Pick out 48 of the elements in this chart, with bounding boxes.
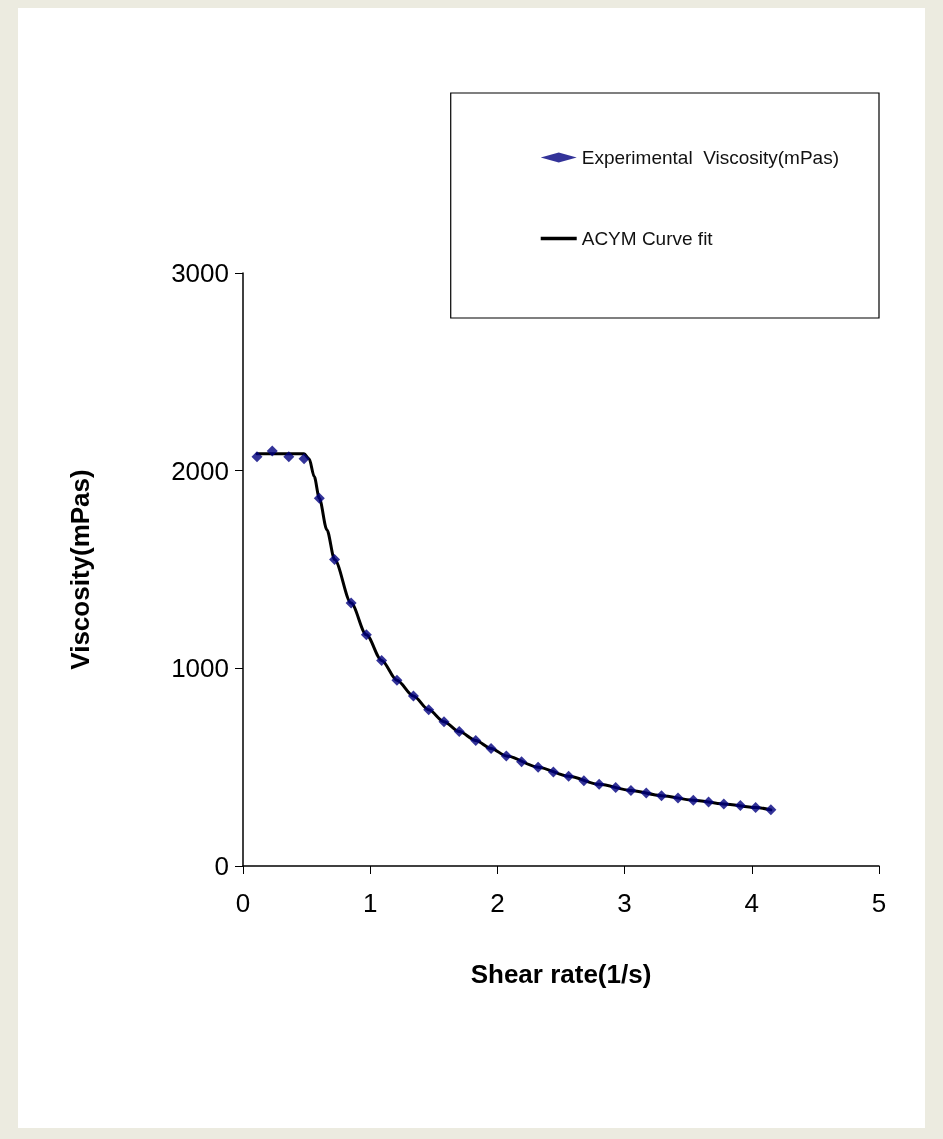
point (718, 798, 730, 810)
point (407, 690, 419, 702)
point (283, 451, 295, 463)
y-tick-label: 2000 (171, 455, 229, 486)
x-axis-title: Shear rate(1/s) (470, 959, 652, 989)
point (345, 597, 357, 609)
x-tick-label: 5 (871, 888, 887, 918)
y-axis-title: Viscosity(mPas) (65, 469, 95, 670)
point (610, 782, 622, 794)
point (313, 492, 325, 504)
point (703, 796, 715, 808)
x-tick-label: 3 (617, 888, 632, 918)
point (298, 453, 310, 465)
legend-label: ACYM Curve fit (581, 228, 714, 249)
point (360, 629, 372, 641)
point (453, 726, 465, 738)
x-tick-label: 0 (235, 888, 251, 918)
point (593, 778, 605, 790)
point (266, 445, 278, 457)
legend-label: Experimental Viscosity(mPas) (581, 147, 839, 168)
point (734, 800, 746, 812)
y-tick-label: 3000 (171, 258, 229, 288)
point (329, 554, 341, 566)
y-tick-label: 1000 (171, 653, 229, 684)
point (485, 742, 497, 754)
point (750, 801, 762, 813)
x-tick-label: 1 (362, 888, 378, 918)
point (516, 756, 528, 768)
point (391, 674, 403, 686)
point (625, 784, 637, 796)
point (423, 704, 435, 716)
point (500, 750, 512, 762)
point (655, 790, 667, 802)
point (376, 654, 388, 666)
point (470, 734, 482, 746)
point (547, 766, 559, 778)
point (687, 794, 699, 806)
point (438, 716, 450, 728)
x-tick-label: 2 (490, 888, 505, 918)
point (251, 451, 263, 463)
x-tick-label: 4 (744, 888, 760, 918)
point (672, 792, 684, 804)
point (640, 787, 652, 799)
point (563, 770, 575, 782)
point (532, 761, 544, 773)
point (765, 804, 777, 816)
point (578, 775, 590, 787)
y-tick-label: 0 (214, 851, 229, 881)
